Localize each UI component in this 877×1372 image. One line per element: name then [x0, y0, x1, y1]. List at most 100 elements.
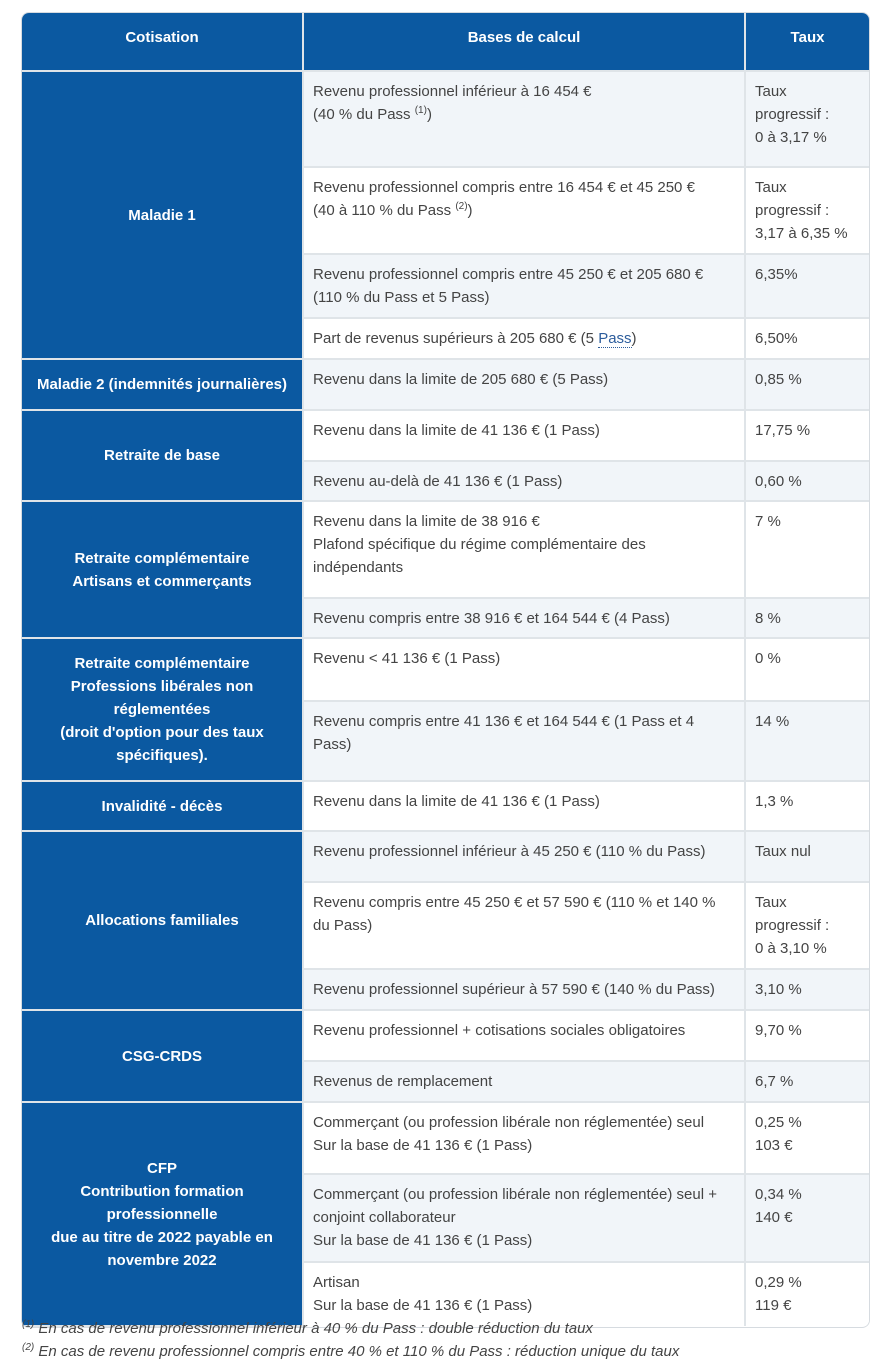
taux-line: 17,75 % [755, 422, 811, 439]
taux-cell: 0,60 % [745, 461, 869, 502]
taux-cell: 1,3 % [745, 781, 869, 832]
taux-line: progressif : [755, 202, 830, 219]
base-cell: Commerçant (ou profession libérale non r… [303, 1174, 746, 1263]
footnote-text: En cas de revenu professionnel compris e… [38, 1343, 680, 1360]
taux-cell: 7 % [745, 501, 869, 599]
base-line: Commerçant (ou profession libérale non r… [313, 1186, 717, 1226]
taux-line: progressif : [755, 917, 830, 934]
name-line: Allocations familiales [85, 912, 239, 929]
taux-line: 3,17 à 6,35 % [755, 225, 848, 242]
base-cell: Revenu dans la limite de 41 136 € (1 Pas… [303, 410, 746, 462]
base-line: Revenu dans la limite de 38 916 € [313, 513, 540, 530]
taux-cell: 0,34 % 140 € [745, 1174, 869, 1263]
taux-cell: Taux progressif : 3,17 à 6,35 % [745, 167, 869, 255]
base-line: Revenu au-delà de 41 136 € (1 Pass) [313, 473, 563, 490]
taux-line: 0 % [755, 650, 781, 667]
table-row: Allocations familiales Revenu professionn… [22, 831, 869, 1011]
table-row: Revenu compris entre 38 916 € et 164 544… [22, 598, 869, 639]
taux-line: 8 % [755, 610, 781, 627]
name-line: Retraite de base [104, 447, 220, 464]
taux-line: 6,50% [755, 330, 798, 347]
table-row: Maladie 2 (indemnités journalières) Reven… [22, 359, 869, 411]
taux-line: 6,35% [755, 266, 798, 283]
table-row: Revenu professionnel supérieur à 57 590 … [22, 969, 869, 1011]
base-line: Sur la base de 41 136 € (1 Pass) [313, 1232, 533, 1249]
cotisation-cell: CFP Contribution formation professionnell… [22, 1102, 304, 1327]
footnote-1: (1) En cas de revenu professionnel infér… [22, 1320, 593, 1338]
base-line: Revenu compris entre 41 136 € et 164 544… [313, 713, 695, 753]
taux-line: 103 € [755, 1137, 793, 1154]
header-cotisation: Cotisation [22, 13, 304, 72]
base-cell: Revenu professionnel compris entre 45 25… [303, 254, 746, 319]
base-line: Revenu dans la limite de 41 136 € (1 Pas… [313, 422, 600, 439]
base-cell: Artisan Sur la base de 41 136 € (1 Pass) [303, 1262, 746, 1326]
footnote-2: (2) En cas de revenu professionnel compr… [22, 1343, 680, 1361]
taux-cell: 9,70 % [745, 1010, 869, 1062]
name-line: (droit d'option pour des taux spécifique… [60, 724, 264, 764]
base-line: Revenu dans la limite de 205 680 € (5 Pa… [313, 371, 609, 388]
taux-line: 1,3 % [755, 793, 794, 810]
taux-line: Taux [755, 179, 787, 196]
taux-line: Taux nul [755, 843, 811, 860]
base-line: Revenu dans la limite de 41 136 € (1 Pas… [313, 793, 600, 810]
name-line: Retraite complémentaire [74, 549, 250, 567]
cotisation-cell: Retraite complémentaire Artisans et comme… [22, 501, 304, 639]
table-row: Revenu au-delà de 41 136 € (1 Pass) 0,60 … [22, 461, 869, 502]
cotisation-cell: Maladie 1 [22, 71, 304, 360]
base-line: Revenu professionnel + cotisations socia… [313, 1022, 686, 1039]
base-cell: Revenu professionnel inférieur à 16 454 … [303, 71, 746, 168]
taux-line: 6,7 % [755, 1073, 794, 1090]
table-row: Revenu compris entre 41 136 € et 164 544… [22, 701, 869, 782]
taux-line: 3,10 % [755, 981, 802, 998]
base-line: Revenus de remplacement [313, 1073, 493, 1090]
taux-line: Taux [755, 83, 787, 100]
table-header-row: Cotisation Bases de calcul Taux [22, 13, 869, 72]
taux-line: 9,70 % [755, 1022, 802, 1039]
header-bases-de-calcul: Bases de calcul [303, 13, 746, 72]
base-line: Revenu compris entre 38 916 € et 164 544… [313, 610, 670, 627]
base-cell: Revenu professionnel compris entre 16 45… [303, 167, 746, 255]
base-cell: Part de revenus supérieurs à 205 680 € (… [303, 318, 746, 360]
cotisations-table: Cotisation Bases de calcul Taux Maladie … [22, 13, 869, 1327]
base-line: Sur la base de 41 136 € (1 Pass) [313, 1137, 533, 1154]
name-line: CFP [147, 1159, 177, 1177]
taux-cell: Taux progressif : 0 à 3,10 % [745, 882, 869, 970]
name-line: Retraite complémentaire [74, 655, 250, 672]
cotisation-cell: Retraite de base [22, 410, 304, 502]
cotisations-table-container: Cotisation Bases de calcul Taux Maladie … [21, 12, 870, 1328]
base-cell: Revenu compris entre 41 136 € et 164 544… [303, 701, 746, 782]
table-row: Commerçant (ou profession libérale non r… [22, 1174, 869, 1263]
taux-line: 0 à 3,17 % [755, 129, 827, 146]
name-line: Professions libérales non réglementées [70, 678, 254, 718]
taux-cell: Taux progressif : 0 à 3,17 % [745, 71, 869, 168]
footnote-ref[interactable]: (1) [414, 105, 427, 116]
taux-line: 14 % [755, 713, 790, 730]
cotisation-cell: CSG-CRDS [22, 1010, 304, 1103]
taux-line: 0,85 % [755, 371, 802, 388]
taux-line: 0,60 % [755, 473, 802, 490]
name-line: Invalidité - décès [101, 797, 223, 815]
taux-cell: Taux nul [745, 831, 869, 883]
taux-line: Taux [755, 894, 787, 911]
taux-line: 0 à 3,10 % [755, 940, 827, 957]
table-row: Invalidité - décès Revenu dans la limite … [22, 781, 869, 832]
name-line: CSG-CRDS [121, 1047, 202, 1065]
pass-abbr-link[interactable]: Pass [598, 330, 632, 348]
table-row: Revenus de remplacement 6,7 % [22, 1061, 869, 1103]
taux-line: 0,25 % [755, 1114, 802, 1131]
base-cell: Revenu professionnel + cotisations socia… [303, 1010, 746, 1062]
taux-cell: 0,85 % [745, 359, 869, 411]
base-cell: Revenu dans la limite de 38 916 € Plafond… [303, 501, 746, 599]
taux-cell: 6,50% [745, 318, 869, 360]
base-cell: Revenu professionnel supérieur à 57 590 … [303, 969, 746, 1011]
table-row: Revenu compris entre 45 250 € et 57 590 … [22, 882, 869, 970]
cotisation-cell: Invalidité - décès [22, 781, 304, 832]
base-line: (40 à 110 % du Pass (2)) [313, 201, 473, 220]
taux-line: 0,29 % [755, 1274, 802, 1291]
taux-cell: 17,75 % [745, 410, 869, 462]
base-line: Sur la base de 41 136 € (1 Pass) [313, 1297, 533, 1314]
footnote-ref[interactable]: (2) [455, 201, 468, 212]
taux-cell: 8 % [745, 598, 869, 639]
base-line: Part de revenus supérieurs à 205 680 € (… [313, 330, 637, 348]
table-row: Retraite complémentaire Artisans et comme… [22, 501, 869, 639]
